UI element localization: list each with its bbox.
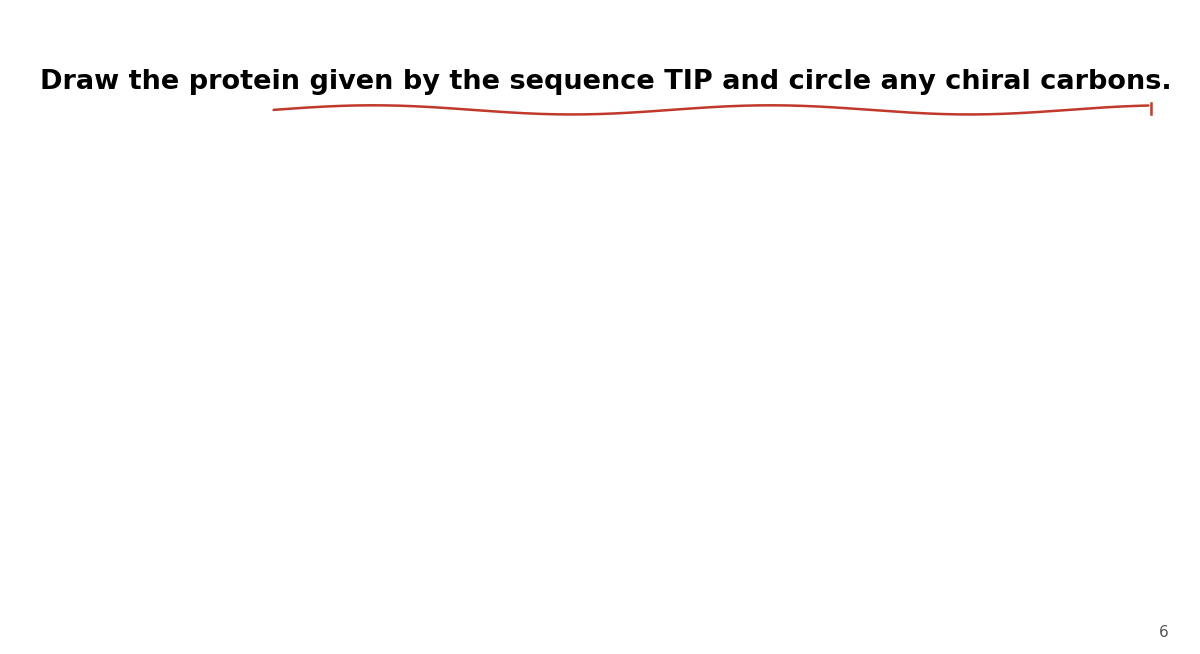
Text: 6: 6 xyxy=(1159,625,1169,640)
Text: Draw the protein given by the sequence TIP and circle any chiral carbons.: Draw the protein given by the sequence T… xyxy=(40,69,1171,95)
